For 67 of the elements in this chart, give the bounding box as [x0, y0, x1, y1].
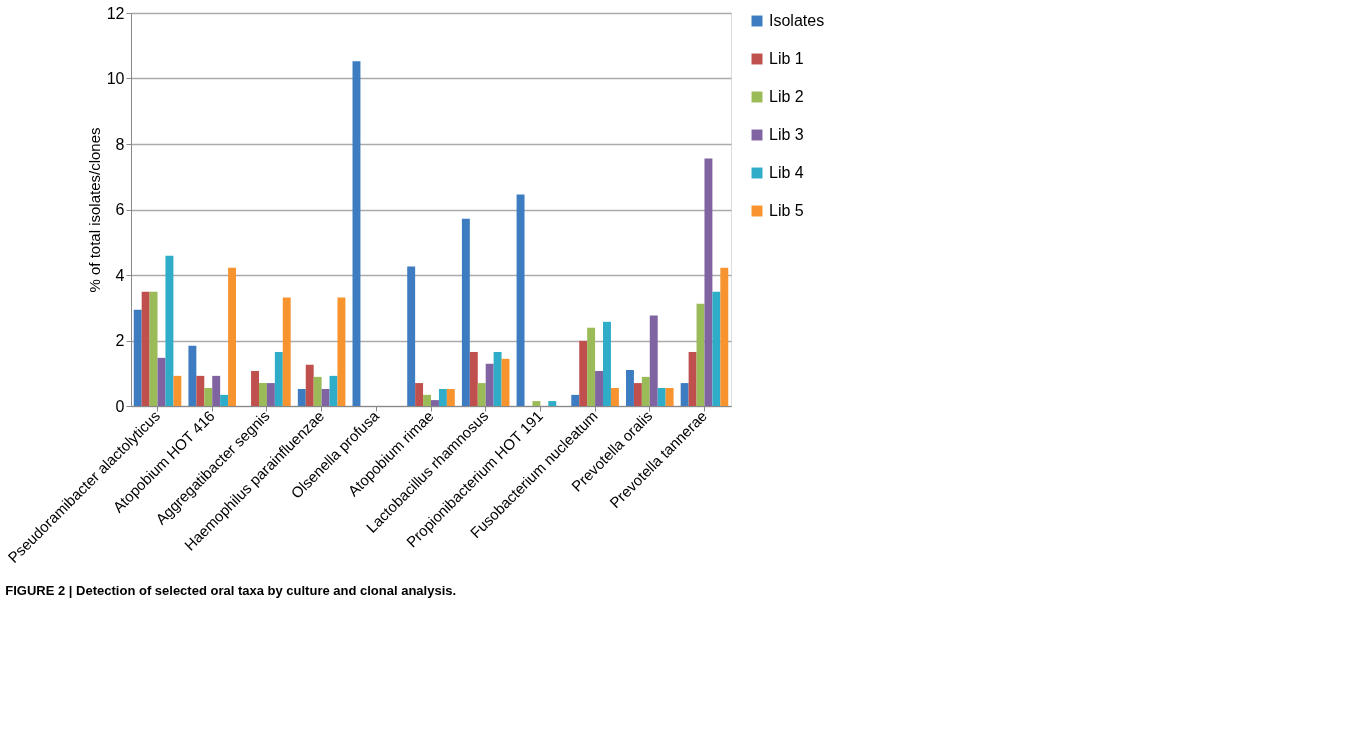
bar — [188, 345, 197, 406]
bar — [165, 255, 174, 406]
y-tick-label: 10 — [106, 70, 125, 87]
bar — [712, 291, 721, 406]
bar — [595, 370, 604, 406]
bar — [305, 364, 314, 406]
y-tick-label: 12 — [106, 4, 125, 22]
legend-label: Lib 1 — [769, 50, 804, 67]
bar — [641, 376, 650, 406]
bar — [493, 351, 502, 406]
bar — [212, 375, 221, 406]
bar — [469, 351, 478, 406]
y-tick-label: 6 — [115, 201, 125, 218]
bar — [704, 158, 713, 406]
bar — [204, 387, 213, 406]
bar — [141, 291, 150, 406]
bar — [633, 383, 642, 406]
bar — [610, 387, 619, 406]
bar — [228, 267, 237, 406]
y-tick-label: 0 — [115, 397, 125, 415]
y-tick-label: 2 — [115, 332, 125, 349]
bar — [571, 394, 580, 406]
y-axis-title: % of total isolates/clones — [85, 127, 103, 293]
bar — [407, 266, 416, 406]
bar — [423, 394, 431, 406]
bar — [603, 321, 611, 406]
y-tick-label: 4 — [115, 266, 125, 284]
bar — [282, 297, 291, 406]
bar — [461, 218, 470, 406]
bar — [680, 383, 689, 406]
bar — [251, 370, 259, 406]
bar — [688, 351, 697, 406]
bar — [274, 351, 283, 406]
bar — [337, 297, 346, 406]
caption: FIGURE 2 | Detection of selected oral taxa by culture and clonal analysis. — [5, 583, 457, 599]
bar — [446, 388, 455, 406]
bar — [548, 401, 557, 406]
bar — [220, 394, 229, 406]
bar — [657, 387, 666, 406]
bar — [297, 388, 306, 406]
bar — [625, 369, 634, 406]
bar — [321, 388, 330, 406]
bar — [313, 376, 322, 406]
bar — [720, 267, 729, 406]
bar — [173, 375, 182, 406]
y-tick-label: 8 — [115, 135, 125, 153]
bar — [516, 194, 525, 406]
legend-label: Lib 3 — [769, 126, 804, 143]
bar — [649, 315, 658, 406]
legend-label: Lib 4 — [769, 164, 804, 181]
bar — [438, 388, 447, 406]
bar — [579, 340, 588, 406]
bar — [196, 375, 205, 406]
bar — [258, 383, 267, 406]
bar — [665, 387, 674, 406]
bar — [477, 383, 486, 406]
bar — [415, 383, 424, 406]
legend-label: Lib 5 — [769, 202, 804, 219]
legend-label: Lib 2 — [769, 88, 804, 105]
bar — [149, 291, 158, 406]
bar — [133, 309, 142, 406]
bar — [266, 383, 275, 406]
legend-label: Isolates — [769, 12, 825, 29]
bar — [587, 327, 596, 406]
bar — [532, 401, 541, 406]
bar — [485, 363, 494, 406]
bar — [431, 400, 439, 406]
